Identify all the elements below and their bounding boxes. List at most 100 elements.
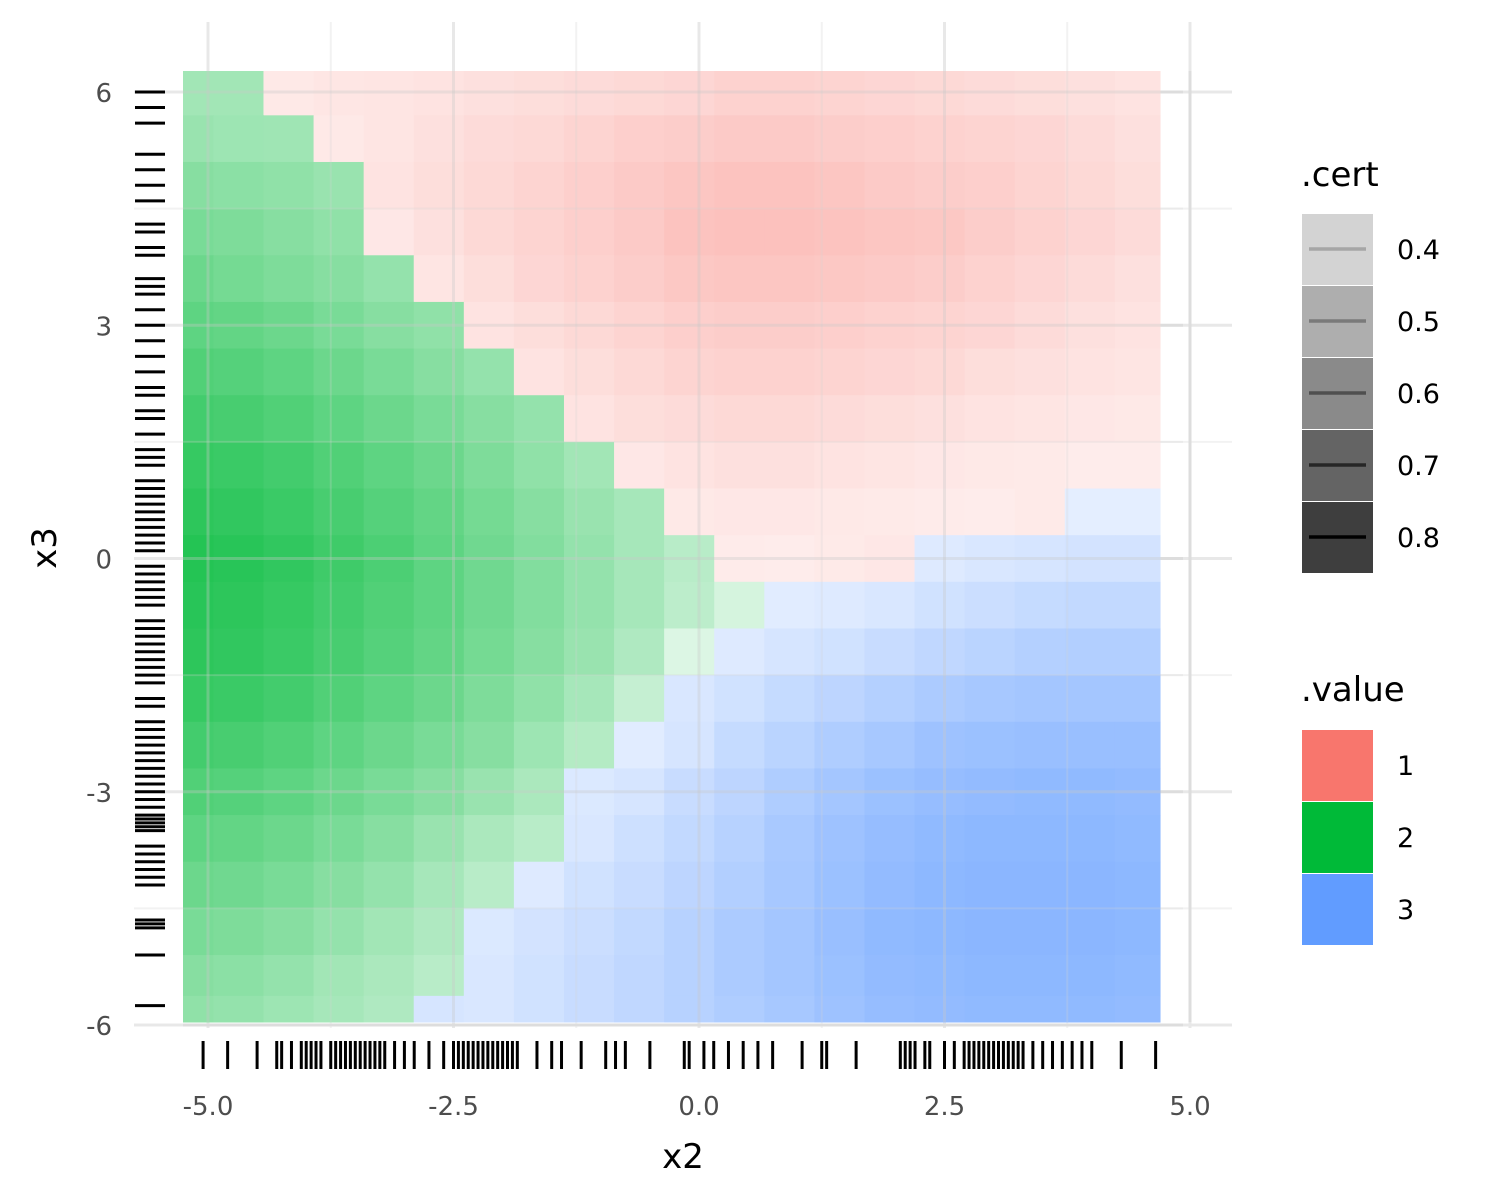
- heatmap-tile: [614, 908, 665, 956]
- heatmap-tile: [363, 161, 415, 210]
- legend-cert-label: 0.8: [1397, 523, 1440, 554]
- heatmap-tile: [1064, 815, 1116, 863]
- heatmap-tile: [814, 861, 865, 909]
- heatmap-tile: [313, 861, 365, 909]
- heatmap-tile: [914, 348, 966, 396]
- heatmap-tile: [664, 995, 715, 1023]
- heatmap-tile: [363, 721, 415, 769]
- heatmap-tile: [864, 955, 916, 997]
- heatmap-tile: [764, 581, 815, 629]
- heatmap-tile: [463, 675, 515, 723]
- heatmap-tile: [183, 208, 214, 256]
- heatmap-tile: [413, 488, 465, 536]
- heatmap-tile: [964, 71, 1016, 116]
- heatmap-tile: [413, 301, 465, 350]
- heatmap-tile: [914, 768, 966, 816]
- heatmap-tile: [183, 815, 214, 863]
- heatmap-tile: [1064, 628, 1116, 676]
- heatmap-tile: [864, 161, 916, 210]
- legend-value-title: .value: [1301, 670, 1405, 710]
- heatmap-tile: [213, 535, 264, 583]
- heatmap-tile: [313, 768, 365, 816]
- heatmap-tiles: [183, 71, 1161, 1023]
- heatmap-tile: [313, 208, 365, 256]
- heatmap-tile: [363, 628, 415, 676]
- heatmap-tile: [413, 768, 465, 816]
- heatmap-tile: [664, 815, 715, 863]
- heatmap-tile: [213, 208, 264, 256]
- heatmap-tile: [864, 535, 916, 583]
- heatmap-tile: [914, 628, 966, 676]
- heatmap-tile: [964, 255, 1016, 303]
- heatmap-tile: [213, 581, 264, 629]
- heatmap-tile: [313, 955, 365, 997]
- legend-value-key: [1302, 730, 1373, 801]
- heatmap-tile: [313, 115, 365, 163]
- heatmap-tile: [363, 995, 415, 1023]
- legend-value: .value 1 2 3: [1301, 670, 1414, 945]
- heatmap-tile: [614, 581, 665, 629]
- heatmap-tile: [263, 115, 315, 163]
- heatmap-tile: [363, 441, 415, 490]
- heatmap-tile: [1064, 71, 1116, 116]
- heatmap-tile: [513, 395, 565, 443]
- heatmap-tile: [1114, 115, 1161, 163]
- heatmap-tile: [714, 301, 765, 350]
- heatmap-tile: [664, 488, 715, 536]
- heatmap-tile: [864, 908, 916, 956]
- heatmap-tile: [513, 71, 565, 116]
- heatmap-tile: [714, 115, 765, 163]
- heatmap-tile: [664, 208, 715, 256]
- heatmap-tile: [1014, 535, 1066, 583]
- heatmap-tile: [513, 908, 565, 956]
- heatmap-tile: [1114, 208, 1161, 256]
- heatmap-tile: [563, 441, 615, 490]
- heatmap-tile: [664, 535, 715, 583]
- heatmap-tile: [213, 115, 264, 163]
- heatmap-tile: [563, 348, 615, 396]
- heatmap-tile: [714, 628, 765, 676]
- heatmap-tile: [964, 115, 1016, 163]
- heatmap-tile: [513, 441, 565, 490]
- heatmap-tile: [964, 161, 1016, 210]
- y-rug: [135, 90, 165, 1008]
- heatmap-tile: [614, 488, 665, 536]
- heatmap-tile: [1064, 768, 1116, 816]
- heatmap-tile: [1064, 115, 1116, 163]
- heatmap-tile: [1014, 115, 1066, 163]
- heatmap-tile: [213, 995, 264, 1023]
- heatmap-tile: [213, 348, 264, 396]
- heatmap-tile: [914, 71, 966, 116]
- heatmap-tile: [664, 581, 715, 629]
- heatmap-tile: [1014, 301, 1066, 350]
- heatmap-tile: [413, 675, 465, 723]
- heatmap-tile: [413, 861, 465, 909]
- heatmap-tile: [313, 488, 365, 536]
- heatmap-tile: [614, 675, 665, 723]
- heatmap-tile: [1064, 488, 1116, 536]
- heatmap-tile: [313, 535, 365, 583]
- heatmap-tile: [313, 255, 365, 303]
- legend-cert-title: .cert: [1301, 155, 1379, 195]
- heatmap-tile: [814, 675, 865, 723]
- heatmap-tile: [563, 861, 615, 909]
- heatmap-tile: [664, 628, 715, 676]
- heatmap-tile: [814, 908, 865, 956]
- heatmap-tile: [463, 255, 515, 303]
- heatmap-tile: [764, 395, 815, 443]
- heatmap-tile: [1014, 995, 1066, 1023]
- heatmap-tile: [183, 255, 214, 303]
- heatmap-tile: [463, 208, 515, 256]
- heatmap-tile: [563, 71, 615, 116]
- heatmap-tile: [814, 581, 865, 629]
- heatmap-tile: [313, 995, 365, 1023]
- heatmap-tile: [513, 161, 565, 210]
- legend-cert: .cert 0.4 0.5 0.6 0.7 0.8: [1301, 155, 1440, 573]
- heatmap-tile: [864, 395, 916, 443]
- heatmap-tile: [964, 208, 1016, 256]
- heatmap-tile: [413, 71, 465, 116]
- heatmap-tile: [363, 348, 415, 396]
- heatmap-tile: [563, 955, 615, 997]
- heatmap-tile: [664, 71, 715, 116]
- heatmap-tile: [263, 628, 315, 676]
